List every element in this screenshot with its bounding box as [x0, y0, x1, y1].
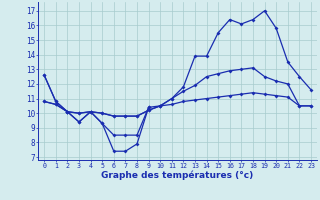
X-axis label: Graphe des températures (°c): Graphe des températures (°c) — [101, 171, 254, 180]
